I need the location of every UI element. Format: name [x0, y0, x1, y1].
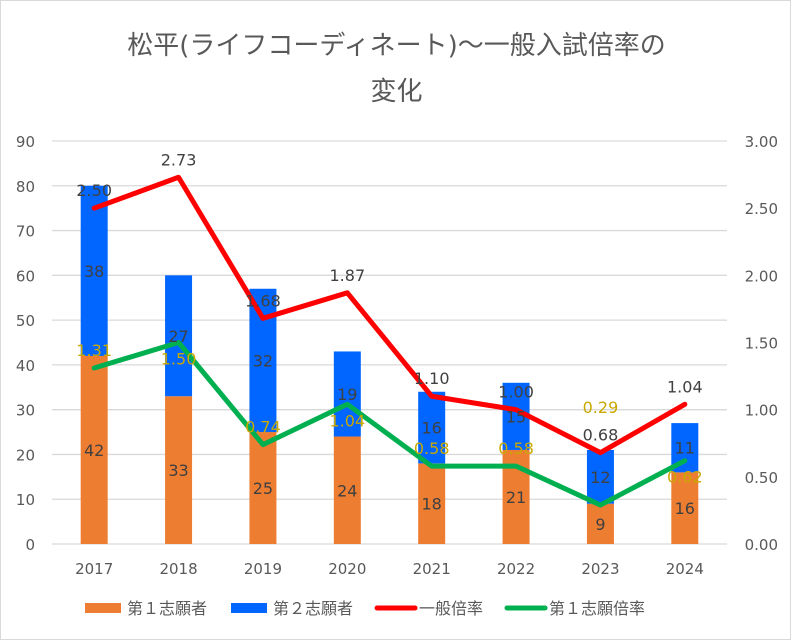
left-axis-tick: 40 [16, 357, 35, 375]
bar-label: 32 [253, 351, 273, 370]
x-axis-tick: 2017 [75, 560, 113, 578]
x-axis-tick: 2019 [244, 560, 282, 578]
bar-label: 25 [253, 479, 273, 498]
legend-swatch [85, 603, 121, 613]
bar-label: 38 [84, 262, 104, 281]
chart-title: 松平(ライフコーディネート)〜一般入試倍率の 変化 [1, 23, 791, 115]
left-axis-tick: 30 [16, 402, 35, 420]
right-axis-tick: 3.00 [745, 133, 778, 151]
bar-label: 16 [422, 419, 442, 438]
bar-1 [80, 355, 108, 544]
line-label: 0.58 [414, 439, 450, 458]
left-axis-tick: 20 [16, 446, 35, 464]
line-label: 0.62 [667, 468, 703, 487]
right-axis-tick: 2.00 [745, 267, 778, 285]
legend-label: 第１志願者 [127, 599, 207, 618]
legend-label: 一般倍率 [419, 599, 483, 618]
x-axis-tick: 2020 [328, 560, 366, 578]
bar-label: 42 [84, 441, 104, 460]
bar-2 [165, 275, 193, 397]
legend-label: 第２志願者 [273, 599, 353, 618]
bar-label: 12 [590, 468, 610, 487]
bar-label: 21 [506, 488, 526, 507]
line-label: 1.31 [76, 341, 112, 360]
left-axis-tick: 70 [16, 223, 35, 241]
bar-2 [418, 391, 446, 464]
line-label: 2.50 [76, 181, 112, 200]
x-axis-tick: 2021 [413, 560, 451, 578]
line-label: 1.04 [667, 377, 703, 396]
bar-1 [586, 503, 614, 544]
line-label: 0.29 [583, 398, 619, 417]
line-label: 1.87 [330, 266, 366, 285]
right-axis-tick: 0.00 [745, 536, 778, 554]
left-axis-tick: 60 [16, 267, 35, 285]
bar-label: 24 [337, 481, 357, 500]
line-label: 1.50 [161, 350, 197, 369]
bar-label: 16 [675, 499, 695, 518]
legend-swatch [231, 603, 268, 613]
x-axis-tick: 2022 [497, 560, 535, 578]
line-label: 0.58 [498, 439, 534, 458]
x-axis-tick: 2023 [581, 560, 619, 578]
line-label: 1.68 [245, 291, 281, 310]
bar-label: 11 [675, 439, 695, 458]
line-1 [91, 174, 688, 456]
right-axis-tick: 0.50 [745, 469, 778, 487]
bar-label: 19 [337, 385, 357, 404]
left-axis-tick: 50 [16, 312, 35, 330]
left-axis-tick: 10 [16, 491, 35, 509]
line-label: 1.00 [498, 383, 534, 402]
bar-label: 9 [595, 515, 605, 534]
x-axis-tick: 2018 [159, 560, 197, 578]
right-axis-tick: 2.50 [745, 200, 778, 218]
bar-1 [333, 436, 361, 544]
right-axis-tick: 1.00 [745, 402, 778, 420]
bar-2 [80, 185, 108, 356]
bar-2 [333, 351, 361, 437]
line-label: 2.73 [161, 150, 197, 169]
bar-1 [418, 463, 446, 544]
line-label: 1.04 [330, 411, 366, 430]
chart-title-line2: 変化 [370, 77, 423, 107]
bar-1 [671, 472, 699, 544]
line-label: 0.74 [245, 418, 281, 437]
bar-label: 27 [168, 327, 188, 346]
line-label: 0.68 [583, 426, 619, 445]
bar-1 [165, 396, 193, 544]
chart-title-line1: 松平(ライフコーディネート)〜一般入試倍率の [127, 31, 666, 61]
right-axis-tick: 1.50 [745, 335, 778, 353]
bar-1 [249, 432, 277, 544]
left-axis-tick: 0 [25, 536, 35, 554]
bar-label: 15 [506, 407, 526, 426]
bar-label: 33 [168, 461, 188, 480]
x-axis-tick: 2024 [666, 560, 704, 578]
legend-label: 第１志願倍率 [549, 599, 645, 618]
line-2 [91, 340, 688, 508]
bar-label: 18 [422, 495, 442, 514]
bar-2 [586, 449, 614, 504]
left-axis-tick: 80 [16, 178, 35, 196]
left-axis-tick: 90 [16, 133, 35, 151]
bar-2 [249, 288, 277, 433]
line-label: 1.10 [414, 369, 450, 388]
